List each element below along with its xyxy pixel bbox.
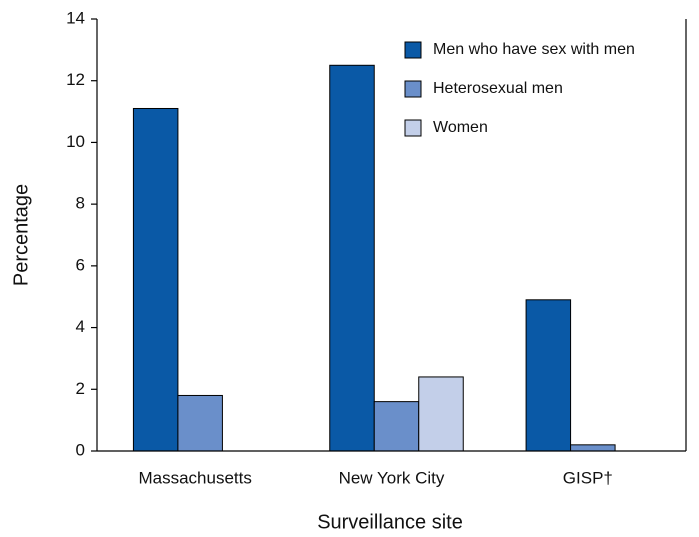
legend-label: Heterosexual men — [433, 80, 563, 97]
bar — [132, 107, 179, 452]
y-tick-label: 14 — [66, 8, 85, 27]
bar — [329, 64, 375, 452]
bar — [177, 394, 223, 452]
legend-label: Women — [433, 119, 488, 136]
y-tick-label: 4 — [76, 317, 85, 336]
y-tick-label: 2 — [76, 379, 85, 398]
y-tick-label: 6 — [76, 255, 85, 274]
x-tick-label: Massachusetts — [138, 468, 251, 487]
x-tick-label: GISP† — [563, 468, 613, 487]
legend-swatch — [404, 119, 422, 137]
y-tick-label: 8 — [76, 194, 85, 213]
legend-swatch — [404, 41, 422, 59]
x-tick-label: New York City — [339, 468, 445, 487]
bar — [525, 299, 572, 452]
x-axis-label: Surveillance site — [317, 511, 463, 533]
y-tick-label: 0 — [76, 440, 85, 459]
y-tick-label: 12 — [66, 70, 85, 89]
legend-swatch — [404, 80, 422, 98]
bar — [418, 376, 464, 452]
bar — [570, 444, 616, 452]
bar — [373, 401, 420, 452]
legend-label: Men who have sex with men — [433, 41, 635, 58]
y-tick-label: 10 — [66, 132, 85, 151]
y-axis-label: Percentage — [10, 184, 32, 286]
